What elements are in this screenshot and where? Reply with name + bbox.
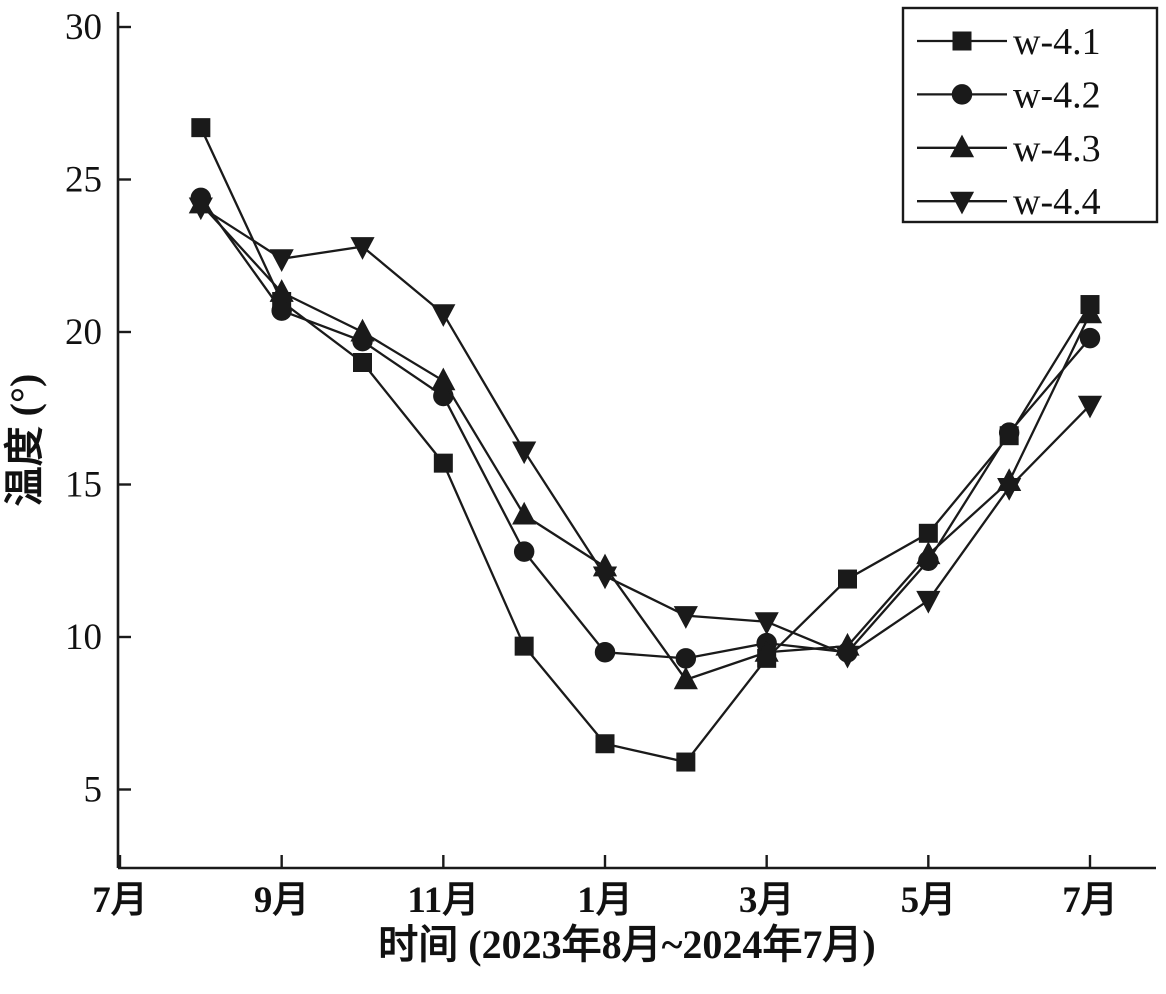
y-axis-title: 温度 (°) <box>2 374 47 507</box>
circle-legend-marker <box>951 84 973 105</box>
triangle-up-marker <box>350 318 375 342</box>
series-w-4.2 <box>190 187 1101 669</box>
square-marker <box>353 353 372 372</box>
y-tick-label: 15 <box>65 465 102 506</box>
legend-box <box>901 6 1159 224</box>
circle-marker <box>1079 327 1101 349</box>
legend-label: w-4.2 <box>1013 74 1101 116</box>
legend-item-w-4.1: w-4.1 <box>917 21 1101 63</box>
triangle-down-marker <box>431 304 456 327</box>
y-tick-label: 30 <box>65 7 102 48</box>
y-tick-label: 5 <box>84 770 103 811</box>
square-marker <box>918 523 938 543</box>
series-w-4.1-line <box>199 127 1091 764</box>
triangle-down-marker <box>1077 395 1103 419</box>
legend-item-w-4.2: w-4.2 <box>917 74 1101 116</box>
y-tick-label: 20 <box>65 312 102 353</box>
triangle-down-legend-marker <box>949 191 975 215</box>
triangle-down-marker <box>835 645 860 669</box>
triangle-down-marker <box>997 478 1022 501</box>
y-tick-label: 10 <box>65 617 102 658</box>
series-w-4.3-line <box>199 203 1092 682</box>
series-w-4.2-line <box>199 197 1091 660</box>
circle-marker <box>998 422 1020 443</box>
legend-label: w-4.3 <box>1013 128 1101 170</box>
triangle-up-marker <box>754 639 779 662</box>
series-w-4.4-line <box>200 205 1091 657</box>
legend-item-w-4.4: w-4.4 <box>917 181 1101 223</box>
triangle-down-marker <box>916 590 941 614</box>
triangle-down-marker <box>188 197 213 221</box>
legend-item-w-4.3: w-4.3 <box>917 128 1101 170</box>
triangle-down-marker <box>512 441 537 465</box>
triangle-up-marker <box>673 666 698 690</box>
square-marker <box>676 752 696 772</box>
square-legend-marker <box>952 31 972 51</box>
square-marker <box>433 453 453 473</box>
circle-marker <box>675 648 697 669</box>
triangle-up-legend-marker <box>949 134 975 158</box>
legend: w-4.1 w-4.2 w-4.3 w-4.4 <box>901 6 1159 224</box>
triangle-up-marker <box>512 501 537 525</box>
circle-marker <box>594 642 616 663</box>
triangle-up-marker <box>269 279 294 302</box>
triangle-up-marker <box>1077 300 1103 324</box>
y-tick-label: 25 <box>65 160 102 201</box>
x-tick-label: 5月 <box>901 880 957 921</box>
circle-marker <box>513 541 535 562</box>
x-tick-label: 7月 <box>1062 880 1118 921</box>
legend-label: w-4.4 <box>1013 181 1101 223</box>
series-w-4.4 <box>188 197 1103 669</box>
x-tick-label: 9月 <box>254 880 310 921</box>
legend-label: w-4.1 <box>1013 21 1101 63</box>
triangle-up-marker <box>431 367 456 391</box>
triangle-down-marker <box>350 237 375 260</box>
x-tick-label: 11月 <box>407 880 479 921</box>
x-tick-label: 7月 <box>92 880 148 921</box>
square-marker <box>191 118 211 138</box>
x-tick-label: 3月 <box>739 880 795 921</box>
triangle-down-marker <box>269 249 294 273</box>
triangle-down-marker <box>592 566 618 590</box>
square-marker <box>838 569 857 589</box>
triangle-down-marker <box>673 606 698 629</box>
circle-marker <box>271 300 292 321</box>
square-marker <box>514 636 534 656</box>
x-tick-label: 1月 <box>577 880 633 921</box>
triangle-down-marker <box>754 612 779 635</box>
triangle-up-marker <box>916 541 941 565</box>
square-marker <box>595 734 615 754</box>
x-axis-title: 时间 (2023年8月~2024年7月) <box>378 922 875 967</box>
series-w-4.3 <box>188 190 1103 690</box>
